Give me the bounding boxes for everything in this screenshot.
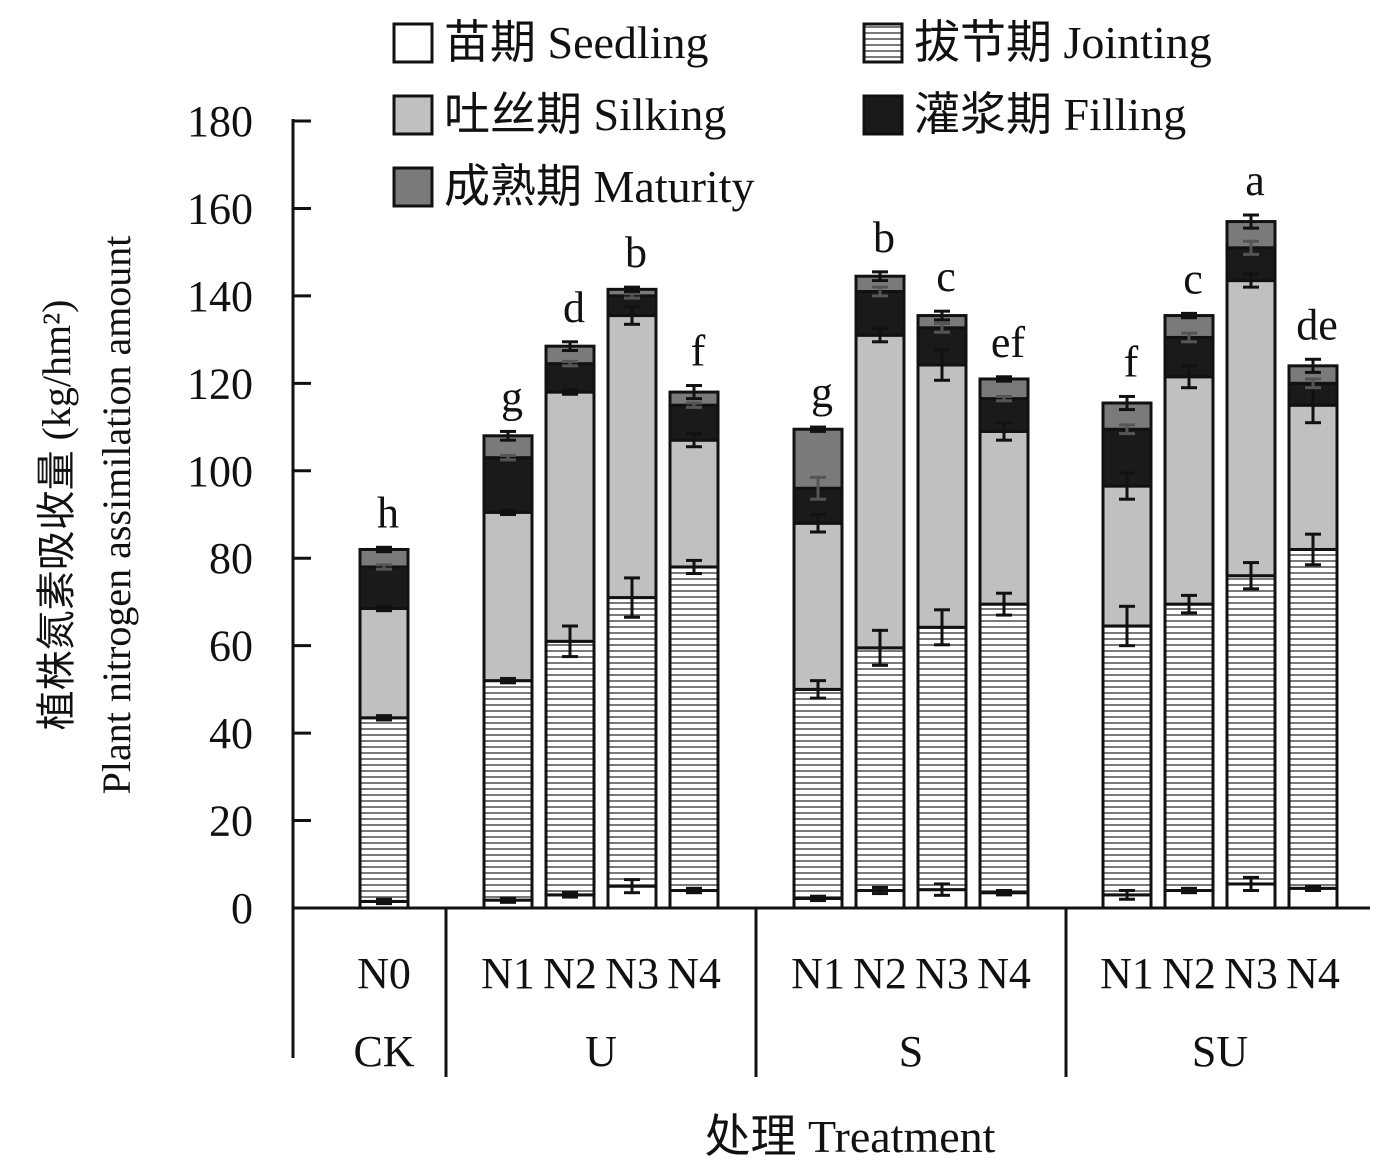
legend-swatch	[392, 22, 434, 64]
y-axis-title-cn: 植株氮素吸收量 (kg/hm²)	[34, 300, 79, 731]
filling-segment	[544, 362, 596, 394]
jointing-segment	[792, 687, 844, 900]
category-label: N4	[667, 949, 721, 998]
category-label: N4	[977, 949, 1031, 998]
silking-segment	[1163, 375, 1215, 606]
legend-label: 成熟期 Maturity	[444, 161, 754, 212]
category-label: N3	[915, 949, 969, 998]
significance-label: h	[377, 488, 399, 537]
category-label: N1	[1100, 949, 1154, 998]
silking-segment	[668, 438, 720, 569]
legend-label: 拔节期 Jointing	[914, 17, 1212, 68]
legend-swatch	[392, 94, 434, 136]
x-axis-title: 处理 Treatment	[705, 1111, 996, 1162]
significance-label: ef	[991, 318, 1026, 367]
significance-label: d	[563, 283, 585, 332]
y-tick-label: 20	[209, 797, 253, 846]
legend-swatch	[392, 166, 434, 208]
jointing-segment	[606, 596, 658, 888]
jointing-segment	[668, 565, 720, 893]
filling-segment	[482, 456, 534, 514]
category-label: N3	[1224, 949, 1278, 998]
significance-label: b	[873, 213, 895, 262]
silking-segment	[606, 314, 658, 600]
bars-layer	[358, 220, 1339, 910]
group-label: SU	[1192, 1027, 1248, 1076]
significance-label: c	[1183, 254, 1203, 303]
category-label: N2	[1162, 949, 1216, 998]
y-tick-label: 100	[187, 447, 253, 496]
y-tick-label: 120	[187, 359, 253, 408]
category-label: N2	[543, 949, 597, 998]
filling-segment	[358, 565, 410, 611]
y-tick-label: 0	[231, 884, 253, 933]
significance-label: c	[936, 252, 956, 301]
legend-label: 吐丝期 Silking	[444, 89, 726, 140]
legend-label: 灌浆期 Filling	[914, 89, 1186, 140]
category-label: N0	[357, 949, 411, 998]
significance-label: f	[691, 327, 706, 376]
significance-label: a	[1245, 156, 1265, 205]
group-label: CK	[353, 1027, 414, 1076]
legend-swatch	[862, 94, 904, 136]
silking-segment	[854, 333, 906, 650]
silking-segment	[978, 429, 1030, 606]
category-label: N3	[605, 949, 659, 998]
jointing-segment	[978, 602, 1030, 895]
significance-label: g	[501, 372, 523, 421]
jointing-segment	[544, 639, 596, 897]
y-tick-label: 160	[187, 184, 253, 233]
category-label: N2	[853, 949, 907, 998]
category-label: N1	[481, 949, 535, 998]
y-tick-label: 180	[187, 97, 253, 146]
y-tick-label: 60	[209, 622, 253, 671]
silking-segment	[1225, 279, 1277, 578]
error-bars-layer	[376, 213, 1321, 906]
y-axis-title-en: Plant nitrogen assimilation amount	[94, 236, 139, 795]
silking-segment	[544, 390, 596, 643]
significance-label: f	[1124, 337, 1139, 386]
silking-segment	[482, 510, 534, 683]
silking-segment	[916, 363, 968, 629]
jointing-segment	[1163, 602, 1215, 893]
jointing-segment	[358, 716, 410, 903]
jointing-segment	[1101, 624, 1153, 897]
legend: 苗期 Seedling 拔节期 Jointing 吐丝期 Silking 灌浆期 Fi…	[392, 17, 1212, 212]
jointing-segment	[1287, 547, 1339, 890]
silking-segment	[1101, 484, 1153, 628]
significance-label: de	[1296, 300, 1338, 349]
jointing-segment	[482, 679, 534, 902]
category-label: N1	[791, 949, 845, 998]
legend-label: 苗期 Seedling	[444, 17, 708, 68]
jointing-segment	[916, 625, 968, 892]
legend-swatch	[862, 22, 904, 64]
silking-segment	[1287, 403, 1339, 551]
silking-segment	[358, 607, 410, 720]
silking-segment	[792, 521, 844, 691]
significance-label: g	[811, 368, 833, 417]
jointing-segment	[854, 646, 906, 893]
y-tick-label: 140	[187, 272, 253, 321]
group-label: U	[585, 1027, 617, 1076]
y-tick-label: 80	[209, 534, 253, 583]
y-tick-label: 40	[209, 709, 253, 758]
jointing-segment	[1225, 574, 1277, 886]
group-label: S	[899, 1027, 923, 1076]
category-label: N4	[1286, 949, 1340, 998]
significance-label: b	[625, 228, 647, 277]
